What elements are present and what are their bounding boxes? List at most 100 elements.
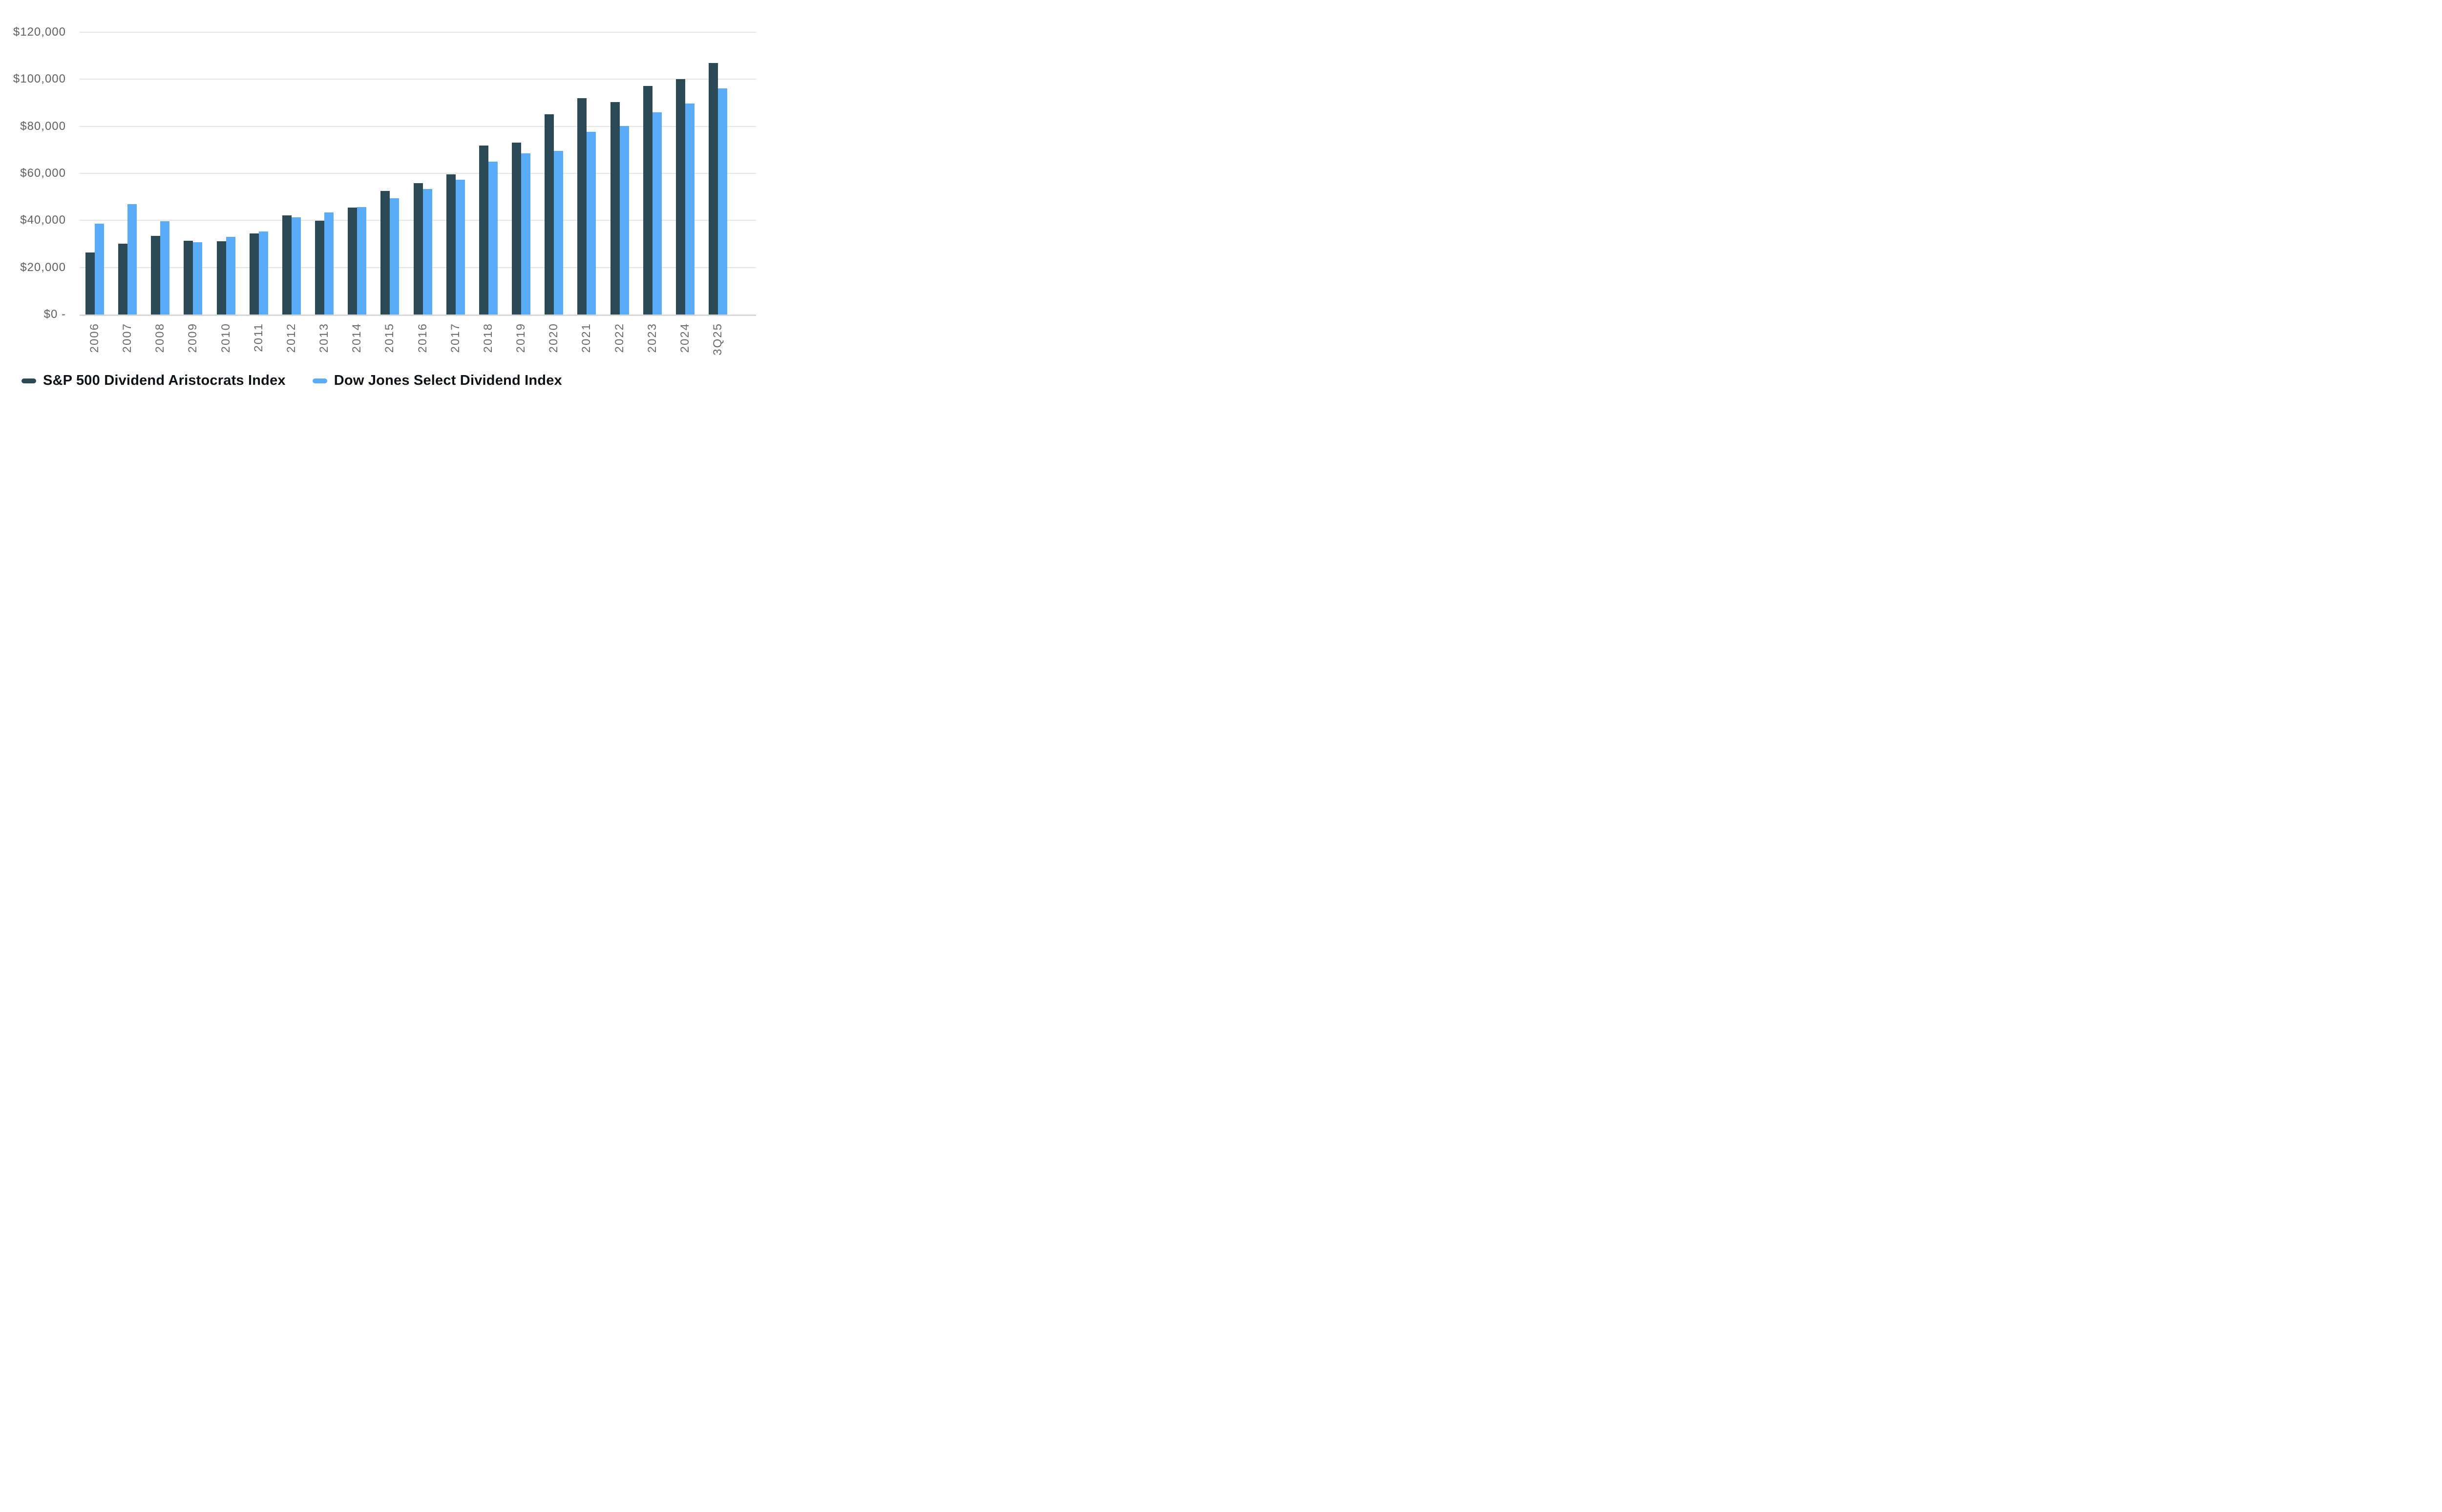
bar-group-2017: 2017 (446, 32, 465, 353)
gridline (80, 173, 756, 174)
x-tick-label-2024: 2024 (678, 323, 692, 353)
x-tick-label-2018: 2018 (481, 323, 495, 353)
bar-group-3Q25: 3Q25 (708, 32, 727, 356)
bar-group-2021: 2021 (577, 32, 596, 353)
bar-dow-jones-select-dividend-2014 (357, 207, 367, 315)
legend-label: S&P 500 Dividend Aristocrats Index (43, 373, 286, 388)
y-axis-labels: $0 - $20,000 $40,000 $60,000 $80,000 $100,000… (13, 25, 756, 321)
bar-sp500-dividend-aristocrats-2012 (282, 215, 292, 315)
x-tick-label-2022: 2022 (612, 323, 626, 353)
bar-group-2014: 2014 (348, 32, 367, 353)
bar-group-2008: 2008 (151, 32, 170, 353)
gridline (80, 126, 756, 127)
x-tick-label-2014: 2014 (350, 323, 364, 353)
gridline (80, 32, 756, 33)
x-tick-label-2023: 2023 (645, 323, 659, 353)
y-tick-label: $20,000 (20, 260, 66, 274)
bar-sp500-dividend-aristocrats-2006 (85, 252, 95, 315)
x-tick-label-2011: 2011 (252, 323, 265, 352)
legend-item-dow-jones-select-dividend: Dow Jones Select Dividend Index (312, 373, 562, 389)
bar-group-2016: 2016 (413, 32, 432, 353)
bar-sp500-dividend-aristocrats-2014 (348, 208, 358, 315)
bar-sp500-dividend-aristocrats-2007 (118, 243, 128, 315)
bar-group-2019: 2019 (512, 32, 531, 353)
bar-dow-jones-select-dividend-2009 (193, 242, 203, 315)
bar-sp500-dividend-aristocrats-2009 (184, 240, 193, 315)
bar-group-2010: 2010 (216, 32, 235, 353)
bar-sp500-dividend-aristocrats-2011 (249, 233, 259, 315)
x-tick-label-2006: 2006 (88, 323, 101, 353)
x-tick-label-2019: 2019 (514, 323, 528, 353)
bar-dow-jones-select-dividend-3Q25 (717, 88, 727, 315)
bar-sp500-dividend-aristocrats-2010 (216, 241, 226, 315)
chart-legend: S&P 500 Dividend Aristocrats Index Dow J… (21, 373, 562, 389)
bar-group-2015: 2015 (380, 32, 400, 353)
bar-dow-jones-select-dividend-2018 (488, 161, 498, 315)
x-tick-label-2016: 2016 (416, 323, 429, 353)
bar-sp500-dividend-aristocrats-3Q25 (708, 63, 718, 315)
bar-sp500-dividend-aristocrats-2020 (545, 114, 554, 315)
bar-sp500-dividend-aristocrats-2018 (479, 145, 488, 315)
bar-group-2023: 2023 (643, 32, 662, 353)
gridline (80, 79, 756, 80)
y-tick-label: $40,000 (20, 213, 66, 227)
bar-group-2018: 2018 (479, 32, 498, 353)
bar-group-2011: 2011 (249, 32, 268, 352)
x-tick-label-2013: 2013 (317, 323, 331, 353)
y-tick-label: $100,000 (13, 72, 66, 86)
bar-group-2013: 2013 (315, 32, 334, 353)
x-tick-label-2009: 2009 (186, 323, 200, 353)
bar-dow-jones-select-dividend-2008 (160, 221, 170, 315)
bar-group-2012: 2012 (282, 32, 301, 353)
bar-dow-jones-select-dividend-2022 (619, 126, 629, 315)
bar-group-2009: 2009 (184, 32, 203, 353)
legend-swatch-dash-icon (312, 378, 327, 383)
bars-layer: 2006 2007 2008 2009 2010 2011 2012 2013 2014 2015… (80, 32, 756, 356)
legend-item-sp500-dividend-aristocrats: S&P 500 Dividend Aristocrats Index (21, 373, 286, 389)
bar-dow-jones-select-dividend-2023 (652, 112, 662, 315)
bar-group-2024: 2024 (675, 32, 695, 353)
bar-dow-jones-select-dividend-2011 (258, 231, 268, 315)
bar-sp500-dividend-aristocrats-2008 (151, 235, 161, 315)
x-tick-label-2021: 2021 (580, 323, 593, 353)
x-tick-label-2012: 2012 (284, 323, 298, 353)
bar-sp500-dividend-aristocrats-2019 (512, 143, 522, 315)
bar-dow-jones-select-dividend-2012 (291, 217, 301, 315)
y-tick-label: $120,000 (13, 25, 66, 39)
bar-dow-jones-select-dividend-2015 (390, 198, 400, 315)
x-tick-label-2015: 2015 (383, 323, 397, 353)
dividend-index-growth-chart: $0 - $20,000 $40,000 $60,000 $80,000 $100,000… (0, 0, 762, 404)
bar-dow-jones-select-dividend-2006 (95, 223, 104, 315)
y-tick-label: $0 - (43, 308, 66, 321)
bar-dow-jones-select-dividend-2020 (554, 151, 564, 315)
bar-sp500-dividend-aristocrats-2017 (446, 174, 456, 315)
bar-dow-jones-select-dividend-2021 (587, 131, 596, 315)
bar-group-2007: 2007 (118, 32, 137, 353)
bar-group-2006: 2006 (85, 32, 104, 353)
y-tick-label: $60,000 (20, 167, 66, 180)
bar-dow-jones-select-dividend-2013 (324, 212, 334, 315)
bar-sp500-dividend-aristocrats-2016 (413, 183, 423, 315)
x-tick-label-2020: 2020 (547, 323, 561, 353)
bar-sp500-dividend-aristocrats-2023 (643, 86, 653, 315)
bar-sp500-dividend-aristocrats-2021 (577, 98, 587, 315)
x-tick-label-2008: 2008 (153, 323, 167, 353)
bar-sp500-dividend-aristocrats-2015 (380, 190, 390, 315)
y-tick-label: $80,000 (20, 119, 66, 133)
legend-label: Dow Jones Select Dividend Index (334, 373, 562, 388)
x-tick-label-2007: 2007 (121, 323, 134, 353)
x-tick-label-2010: 2010 (219, 323, 232, 353)
bar-dow-jones-select-dividend-2016 (422, 189, 432, 315)
bar-dow-jones-select-dividend-2024 (685, 103, 695, 315)
bar-sp500-dividend-aristocrats-2022 (610, 102, 620, 315)
bar-dow-jones-select-dividend-2007 (127, 204, 137, 315)
bar-group-2020: 2020 (545, 32, 564, 353)
x-tick-label-3Q25: 3Q25 (711, 323, 724, 356)
bar-dow-jones-select-dividend-2010 (226, 236, 235, 315)
x-tick-label-2017: 2017 (448, 323, 462, 353)
plot-area: $0 - $20,000 $40,000 $60,000 $80,000 $100,000… (13, 25, 756, 356)
bar-dow-jones-select-dividend-2019 (521, 153, 531, 315)
bar-dow-jones-select-dividend-2017 (455, 179, 465, 315)
legend-swatch-dash-icon (21, 378, 36, 383)
bar-group-2022: 2022 (610, 32, 629, 353)
